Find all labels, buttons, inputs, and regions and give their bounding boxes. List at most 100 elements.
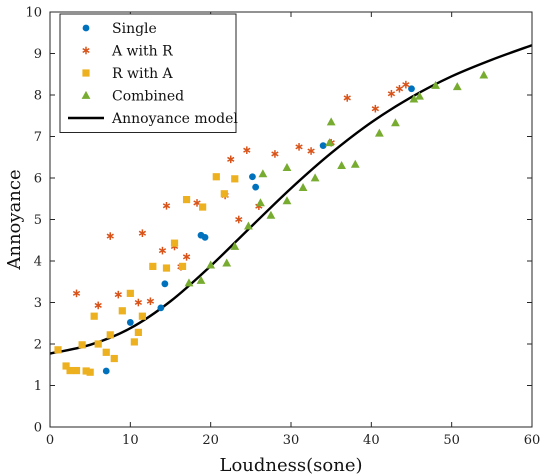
combined-point [479,70,489,79]
r-with-a-point [82,367,90,375]
a-with-r-point [402,80,410,89]
legend-label: A with R [111,44,173,60]
combined-point [282,196,292,205]
combined-point [337,160,347,169]
x-tick-label: 20 [202,433,219,448]
combined-point [391,118,400,127]
legend-marker [81,90,91,99]
r-with-a-point [170,239,179,247]
a-with-r-point [243,146,251,154]
combined-point [409,94,419,103]
single-point [249,173,256,181]
combined-point [374,128,384,137]
r-with-a-point [182,195,191,204]
a-with-r-point [387,89,396,98]
a-with-r-point [271,150,279,158]
combined-point [415,91,424,100]
x-tick-label: 60 [524,433,541,448]
combined-point [230,241,240,250]
a-with-r-point [158,246,167,255]
x-tick-label: 40 [363,433,380,448]
annoyance-model-line [49,44,533,355]
r-with-a-point [178,262,187,270]
r-with-a-point [231,175,239,183]
r-with-a-point [118,307,126,315]
y-tick-label: 4 [34,255,42,270]
r-with-a-point [126,289,134,297]
combined-point [310,173,320,182]
combined-point [325,138,334,147]
y-axis-title: Annoyance [4,169,25,270]
r-with-a-point [199,203,207,211]
a-with-r-point [134,298,143,307]
combined-point [298,182,308,191]
legend-label: Single [112,21,157,37]
y-tick-label: 2 [34,338,42,353]
y-tick-label: 5 [34,213,42,228]
a-with-r-point [106,232,114,240]
combined-point [206,260,216,269]
x-tick-label: 0 [46,433,54,448]
a-with-r-point [371,104,380,113]
r-with-a-point [110,354,118,363]
a-with-r-point [235,215,243,224]
r-with-a-point [90,312,98,320]
a-with-r-point [72,289,81,298]
y-tick-label: 1 [34,379,42,394]
combined-point [452,82,462,91]
single-point [126,319,134,326]
r-with-a-point [86,368,94,376]
r-with-a-point [72,366,81,375]
combined-point [222,258,232,267]
combined-point [256,198,265,207]
combined-point [350,159,360,168]
y-tick-label: 0 [34,421,42,436]
x-tick-label: 30 [283,433,300,448]
r-with-a-point [220,190,228,198]
r-with-a-point [54,346,62,354]
combined-point [431,80,440,89]
a-with-r-point [146,297,155,306]
legend-marker [82,24,90,32]
a-with-r-point [227,155,235,164]
y-tick-label: 9 [34,47,42,62]
single-point [319,142,327,150]
combined-point [184,278,194,287]
a-with-r-point [162,202,171,210]
y-tick-label: 3 [34,296,42,311]
legend-marker [82,69,90,77]
single-point [102,367,110,375]
r-with-a-point [130,338,138,346]
combined-point [326,117,336,126]
x-tick-label: 10 [122,433,139,448]
a-with-r-point [94,301,102,310]
y-tick-label: 6 [34,172,42,187]
r-with-a-point [106,331,114,339]
single-point [157,304,165,312]
legend-label: Combined [112,89,184,105]
single-point [161,280,169,288]
plot-frame [49,11,533,428]
combined-point [196,275,206,284]
y-tick-label: 7 [34,130,42,145]
a-with-r-point [295,143,303,151]
legend: Single A with R R with A Combined Annoyance … [59,13,238,133]
combined-point [282,163,292,172]
r-with-a-point [212,173,220,181]
combined-point [266,210,276,219]
x-tick-label: 50 [443,433,460,448]
x-axis-title: Loudness(sone) [220,455,363,476]
combined-point [258,169,268,178]
a-with-r-point [182,253,191,261]
r-with-a-point [78,341,86,349]
r-with-a-point [162,264,171,272]
legend-label: Annoyance model [111,111,238,127]
y-tick-label: 10 [25,6,42,21]
a-with-r-point [138,229,147,237]
r-with-a-point [102,348,110,356]
r-with-a-point [138,312,146,320]
r-with-a-point [94,340,102,348]
single-point [201,233,209,241]
a-with-r-point [114,290,122,299]
